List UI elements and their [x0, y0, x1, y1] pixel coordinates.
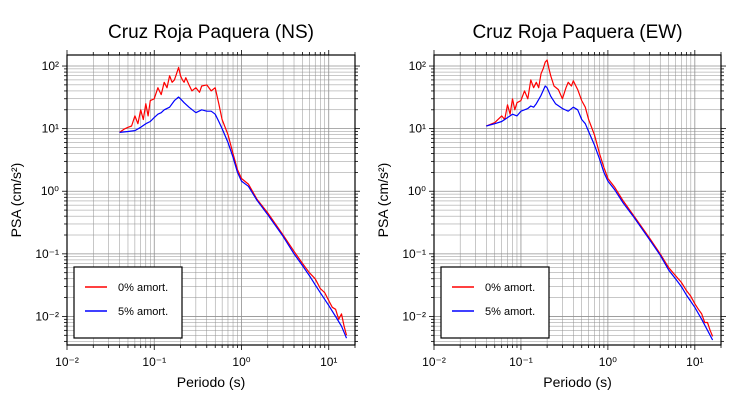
grid — [66, 55, 356, 345]
chart-title: Cruz Roja Paquera (NS) — [108, 22, 314, 43]
legend-box — [73, 266, 183, 339]
tick-marks — [62, 50, 360, 350]
legend-label: 0% amort. — [485, 282, 535, 294]
legend-label: 5% amort. — [485, 306, 535, 318]
tick-marks — [429, 50, 726, 350]
x-axis-label: Periodo (s) — [177, 374, 245, 390]
legend-box — [440, 266, 550, 339]
chart-panel-2: 10⁻² 10⁻¹ 10⁰ 10¹ 10⁻² 10⁻¹ 10⁰ 10¹ 10² Cruz Roja… — [375, 22, 726, 390]
x-tick-label: 10⁻¹ — [142, 355, 166, 369]
y-tick-label: 10⁰ — [408, 184, 426, 198]
y-tick-label: 10² — [42, 59, 59, 73]
legend: 0% amort. 5% amort. — [73, 266, 183, 339]
plot-frame — [66, 54, 356, 346]
y-tick-label: 10⁻² — [402, 309, 426, 323]
x-axis-label: Periodo (s) — [543, 374, 611, 390]
legend-label: 5% amort. — [118, 306, 168, 318]
y-tick-label: 10⁻¹ — [35, 247, 59, 261]
y-axis-label: PSA (cm/s²) — [375, 163, 391, 238]
y-tick-label: 10⁻² — [35, 309, 59, 323]
chart-panel-1: 10⁻² 10⁻¹ 10⁰ 10¹ 10⁻² 10⁻¹ 10⁰ 10¹ 10² Cruz Roja… — [8, 22, 360, 390]
series-line-damped — [486, 85, 714, 341]
legend-label: 0% amort. — [118, 282, 168, 294]
x-tick-label: 10⁰ — [232, 355, 250, 369]
x-tick-label: 10⁻¹ — [509, 355, 533, 369]
y-axis-label: PSA (cm/s²) — [8, 163, 24, 238]
x-tick-label: 10⁻² — [55, 355, 79, 369]
series-line-undamped — [486, 59, 714, 337]
y-tick-label: 10⁰ — [41, 184, 59, 198]
chart-title: Cruz Roja Paquera (EW) — [472, 22, 682, 43]
plot-frame — [433, 54, 722, 346]
series-line-damped — [119, 96, 348, 339]
y-tick-label: 10⁻¹ — [402, 247, 426, 261]
x-tick-label: 10¹ — [320, 355, 337, 369]
series-line-undamped — [119, 66, 348, 336]
y-tick-label: 10² — [409, 59, 426, 73]
x-tick-label: 10⁻² — [422, 355, 446, 369]
legend: 0% amort. 5% amort. — [440, 266, 550, 339]
y-tick-label: 10¹ — [409, 122, 426, 136]
grid — [433, 55, 722, 345]
x-tick-label: 10¹ — [686, 355, 703, 369]
y-tick-label: 10¹ — [42, 122, 59, 136]
x-tick-label: 10⁰ — [599, 355, 617, 369]
